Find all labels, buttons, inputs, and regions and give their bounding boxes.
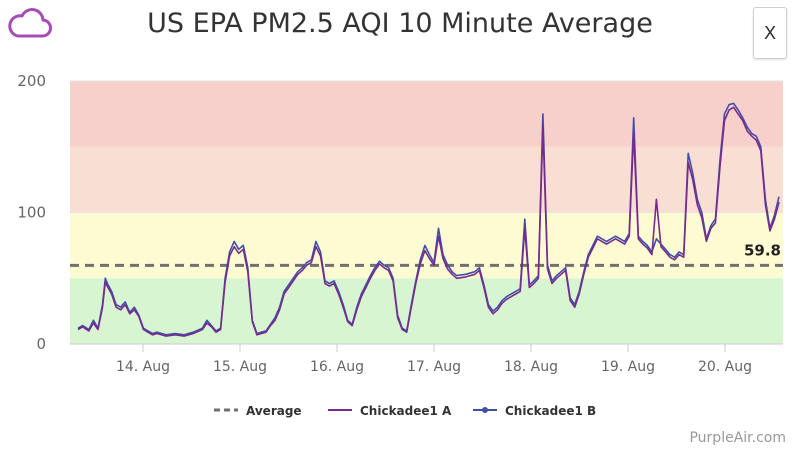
legend-label-2: Chickadee1 B bbox=[505, 404, 596, 418]
average-value-label: 59.8 bbox=[744, 241, 781, 259]
legend-marker-2 bbox=[482, 407, 488, 413]
purpleair-credit[interactable]: PurpleAir.com bbox=[689, 430, 786, 446]
aqi-band-1 bbox=[70, 212, 783, 279]
aqi-band-2 bbox=[70, 146, 783, 213]
y-tick-label: 100 bbox=[17, 204, 46, 222]
x-tick-label: 17. Aug bbox=[407, 359, 461, 375]
x-tick-label: 14. Aug bbox=[116, 359, 170, 375]
y-tick-label: 0 bbox=[36, 335, 46, 353]
page-title: US EPA PM2.5 AQI 10 Minute Average bbox=[147, 8, 653, 39]
x-tick-label: 15. Aug bbox=[213, 359, 267, 375]
x-tick-label: 18. Aug bbox=[504, 359, 558, 375]
x-tick-label: 20. Aug bbox=[698, 359, 752, 375]
x-tick-label: 16. Aug bbox=[310, 359, 364, 375]
aqi-band-3 bbox=[70, 81, 783, 147]
series-line-chickadee1-a bbox=[77, 106, 780, 337]
cloud-icon bbox=[8, 8, 52, 38]
legend-label-0: Average bbox=[246, 404, 302, 418]
legend-label-1: Chickadee1 A bbox=[360, 404, 452, 418]
x-tick-label: 19. Aug bbox=[601, 359, 655, 375]
y-tick-label: 200 bbox=[17, 72, 46, 90]
close-button[interactable]: X bbox=[753, 7, 787, 59]
